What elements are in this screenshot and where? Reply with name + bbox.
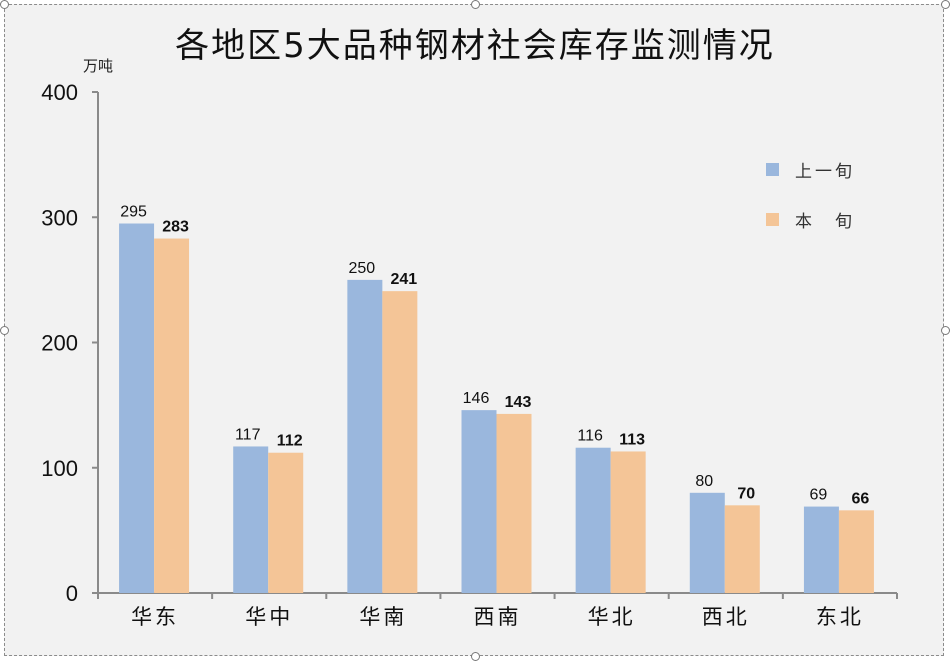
bar-current (382, 291, 418, 593)
bar-previous (347, 279, 383, 593)
bar-current (496, 413, 532, 593)
x-tick-label: 华北 (588, 605, 636, 629)
legend-item-current: 本 旬 (766, 207, 855, 232)
y-axis-unit-label: 万吨 (83, 57, 114, 75)
legend-swatch-current (766, 213, 779, 226)
bar-previous (803, 506, 839, 593)
data-label-previous: 250 (349, 260, 376, 277)
bar-previous (461, 410, 497, 593)
data-label-current: 241 (391, 271, 418, 288)
data-label-previous: 80 (695, 473, 713, 490)
x-tick-label: 华中 (245, 605, 293, 629)
data-label-current: 112 (277, 433, 303, 450)
bar-previous (233, 446, 269, 593)
resize-handle-top-center[interactable] (471, 0, 480, 9)
y-tick-label: 200 (41, 331, 78, 356)
y-tick-label: 0 (66, 581, 78, 606)
x-tick-label: 西北 (702, 605, 750, 629)
legend-item-previous: 上一旬 (766, 157, 855, 182)
bar-current (610, 451, 646, 593)
data-label-previous: 146 (463, 390, 490, 407)
bar-current (154, 238, 190, 594)
chart-title: 各地区5大品种钢材社会库存监测情况 (175, 26, 775, 66)
bar-current (724, 505, 760, 593)
legend-swatch-previous (766, 163, 779, 176)
x-tick-label: 东北 (816, 605, 864, 629)
data-label-current: 113 (619, 431, 645, 448)
data-label-previous: 117 (235, 426, 261, 443)
bar-previous (575, 447, 611, 593)
x-tick-label: 西南 (474, 605, 522, 629)
y-tick-label: 300 (41, 205, 78, 230)
resize-handle-middle-left[interactable] (0, 326, 9, 335)
x-tick-label: 华东 (131, 605, 179, 629)
data-label-previous: 69 (810, 487, 828, 504)
legend-label-previous: 上一旬 (795, 162, 855, 182)
y-tick-label: 100 (41, 456, 78, 481)
data-label-previous: 116 (577, 428, 603, 445)
data-label-current: 66 (852, 490, 870, 507)
y-tick-label: 400 (41, 80, 78, 105)
data-label-current: 70 (737, 485, 755, 502)
data-label-current: 143 (505, 394, 532, 411)
data-label-current: 283 (162, 219, 189, 236)
bar-current (268, 452, 304, 593)
data-label-previous: 295 (120, 204, 147, 221)
bar-previous (689, 492, 725, 593)
x-tick-label: 华南 (359, 605, 407, 629)
bar-previous (119, 223, 155, 593)
legend-label-current: 本 旬 (795, 212, 855, 232)
resize-handle-top-left[interactable] (0, 0, 9, 9)
bar-current (838, 510, 874, 593)
